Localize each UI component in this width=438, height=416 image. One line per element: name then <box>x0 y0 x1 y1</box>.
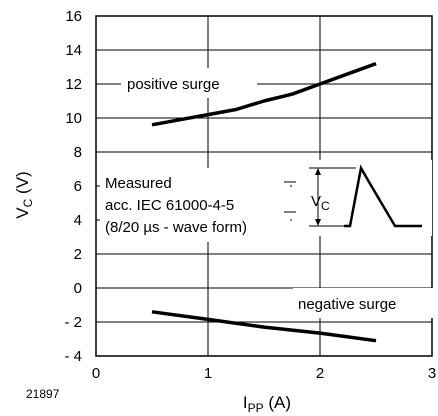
x-tick-label: 2 <box>316 365 324 382</box>
annotation-line-1: Measured <box>105 175 172 192</box>
series-label-negative-text: negative surge <box>298 296 396 313</box>
y-tick-label: 8 <box>74 144 82 161</box>
annotation-line-2: acc. IEC 61000-4-5 <box>105 197 234 214</box>
y-tick-label: 2 <box>74 246 82 263</box>
y-tick-label: - 2 <box>64 314 82 331</box>
inset-waveform <box>344 164 422 228</box>
y-tick-label: 0 <box>74 280 82 297</box>
x-tick-label: 1 <box>204 365 212 382</box>
figure-id: 21897 <box>26 387 60 401</box>
series-line-positive <box>151 61 377 127</box>
series-line-negative <box>151 310 377 343</box>
series-label-negative: negative surge <box>293 288 433 318</box>
series-layer <box>151 61 377 343</box>
waveform-inset: VC <box>284 160 432 236</box>
x-tick-label: 0 <box>92 365 100 382</box>
y-tick-label: 6 <box>74 178 82 195</box>
series-label-positive-text: positive surge <box>127 76 220 93</box>
y-tick-label: 12 <box>65 76 82 93</box>
inset-vc-arrow-head-down <box>315 219 321 226</box>
annotation-line-3: (8/20 µs - wave form) <box>105 219 247 236</box>
inset-vc-arrow-head-up <box>315 168 321 175</box>
y-tick-label: - 4 <box>64 348 82 365</box>
annotation-block: Measured acc. IEC 61000-4-5 (8/20 µs - w… <box>100 168 290 242</box>
y-tick-label: 14 <box>65 42 82 59</box>
y-tick-label: 10 <box>65 110 82 127</box>
series-label-positive: positive surge <box>121 68 257 98</box>
y-tick-label: 16 <box>65 8 82 25</box>
y-tick-label: 4 <box>74 212 82 229</box>
x-tick-label: 3 <box>428 365 436 382</box>
x-axis-title: IPP (A) <box>243 393 291 415</box>
inset-vc-label: VC <box>311 193 330 213</box>
y-axis-title: VC (V) <box>13 171 35 218</box>
